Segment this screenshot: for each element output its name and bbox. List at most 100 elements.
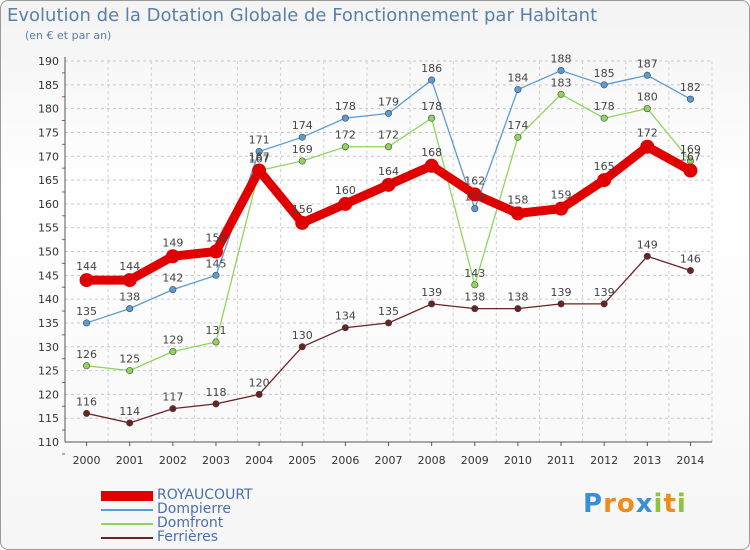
data-label: 178 <box>421 100 442 113</box>
data-point-3 <box>255 390 263 398</box>
data-label: 172 <box>335 129 356 142</box>
data-point-0 <box>295 215 310 230</box>
data-point-2 <box>126 367 134 375</box>
logo-letter: P <box>583 489 604 519</box>
data-label: 171 <box>249 133 270 146</box>
data-point-0 <box>122 273 137 288</box>
y-tick-label: 150 <box>38 246 59 259</box>
data-label: 139 <box>421 286 442 299</box>
data-label: 169 <box>680 143 701 156</box>
data-label: 167 <box>249 151 270 164</box>
data-label: 167 <box>680 151 701 164</box>
data-point-0 <box>338 196 353 211</box>
data-label: 172 <box>378 129 399 142</box>
data-point-2 <box>643 105 651 113</box>
data-point-1 <box>298 133 306 141</box>
data-point-0 <box>554 201 569 216</box>
data-point-3 <box>384 319 392 327</box>
data-label: 184 <box>507 72 528 85</box>
data-point-2 <box>169 348 177 356</box>
data-point-3 <box>126 419 134 427</box>
data-label: 135 <box>378 305 399 318</box>
y-tick-label: 180 <box>38 103 59 116</box>
data-point-3 <box>298 343 306 351</box>
y-tick-label: 110 <box>38 436 59 449</box>
data-point-0 <box>381 177 396 192</box>
data-point-3 <box>557 300 565 308</box>
data-point-0 <box>597 173 612 188</box>
data-label: 138 <box>507 291 528 304</box>
legend-swatch <box>101 537 153 539</box>
data-label: 156 <box>292 203 313 216</box>
data-label: 186 <box>421 62 442 75</box>
y-tick-label: 170 <box>38 150 59 163</box>
data-point-2 <box>514 133 522 141</box>
data-point-2 <box>600 114 608 122</box>
y-tick-label: 190 <box>38 55 59 68</box>
data-point-3 <box>83 409 91 417</box>
data-label: 149 <box>637 238 658 251</box>
x-tick-label: 2010 <box>504 454 532 467</box>
x-tick-label: 2009 <box>461 454 489 467</box>
x-tick-label: 2013 <box>633 454 661 467</box>
data-label: 142 <box>162 272 183 285</box>
data-label: 168 <box>421 146 442 159</box>
y-tick-label: 140 <box>38 293 59 306</box>
data-label: 180 <box>637 91 658 104</box>
logo-letter: t <box>663 489 677 519</box>
data-label: 114 <box>119 405 140 418</box>
data-point-0 <box>467 187 482 202</box>
data-label: 117 <box>162 391 183 404</box>
data-point-1 <box>169 286 177 294</box>
data-point-2 <box>471 281 479 289</box>
data-point-3 <box>600 300 608 308</box>
data-label: 120 <box>249 376 270 389</box>
x-tick-label: 2005 <box>288 454 316 467</box>
data-point-3 <box>686 267 694 275</box>
data-point-3 <box>428 300 436 308</box>
data-label: 146 <box>680 253 701 266</box>
x-tick-label: 2007 <box>375 454 403 467</box>
data-point-0 <box>510 206 525 221</box>
data-point-0 <box>208 244 223 259</box>
data-label: 174 <box>292 119 313 132</box>
logo-letter: o <box>616 489 636 519</box>
legend-swatch <box>101 509 153 511</box>
data-label: 167 <box>249 153 270 166</box>
y-tick-label: 185 <box>38 79 59 92</box>
legend-label: ROYAUCOURT <box>157 487 253 503</box>
data-label: 138 <box>464 291 485 304</box>
data-point-3 <box>643 252 651 260</box>
data-point-1 <box>212 271 220 279</box>
logo-letter: i <box>653 489 664 519</box>
data-label: 144 <box>119 260 140 273</box>
data-label: 178 <box>594 100 615 113</box>
y-tick-label: 120 <box>38 388 59 401</box>
data-point-1 <box>557 67 565 75</box>
y-tick-label: 155 <box>38 222 59 235</box>
data-point-1 <box>341 114 349 122</box>
data-label: 178 <box>335 100 356 113</box>
data-point-0 <box>683 163 698 178</box>
data-point-3 <box>471 305 479 313</box>
data-label: 139 <box>594 286 615 299</box>
data-point-1 <box>126 305 134 313</box>
x-tick-label: 2004 <box>245 454 273 467</box>
data-label: 129 <box>162 334 183 347</box>
data-label: 172 <box>637 127 658 140</box>
data-label: 138 <box>119 291 140 304</box>
data-label: 169 <box>292 143 313 156</box>
data-point-2 <box>557 90 565 98</box>
data-label: 139 <box>551 286 572 299</box>
data-label: 116 <box>76 395 97 408</box>
y-tick-label: 145 <box>38 269 59 282</box>
data-label: 159 <box>551 189 572 202</box>
data-point-0 <box>640 139 655 154</box>
data-point-1 <box>428 76 436 84</box>
data-label: 160 <box>335 184 356 197</box>
y-tick-label: 165 <box>38 174 59 187</box>
data-point-1 <box>384 109 392 117</box>
data-label: 125 <box>119 353 140 366</box>
data-point-1 <box>514 86 522 94</box>
